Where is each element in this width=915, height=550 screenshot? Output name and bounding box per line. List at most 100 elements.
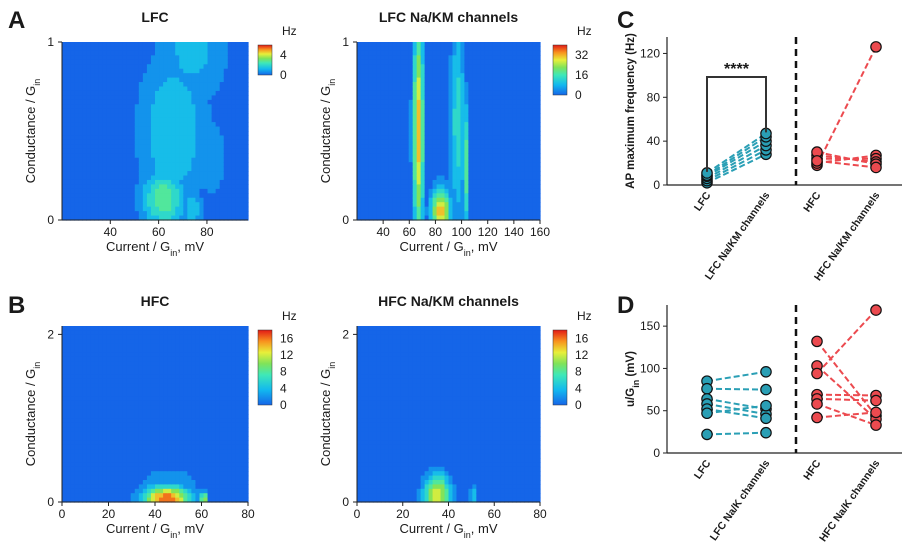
heatmap-cell — [396, 82, 402, 88]
heatmap-cell — [138, 440, 144, 446]
heatmap-cell — [528, 77, 533, 83]
heatmap-cell — [416, 68, 422, 74]
heatmap-cell — [432, 55, 438, 61]
heatmap-cell — [130, 179, 136, 185]
heatmap-cell — [110, 95, 116, 101]
heatmap-cell — [476, 148, 481, 154]
heatmap-cell — [118, 104, 124, 110]
heatmap-cell — [134, 436, 140, 441]
heatmap-cell — [142, 68, 148, 74]
heatmap-cell — [78, 392, 83, 397]
heatmap-cell — [183, 348, 188, 353]
heatmap-cell — [114, 497, 120, 503]
heatmap-cell — [480, 206, 485, 212]
heatmap-cell — [504, 157, 509, 163]
heatmap-cell — [94, 162, 99, 168]
heatmap-cell — [155, 387, 160, 393]
heatmap-cell — [110, 383, 116, 389]
heatmap-cell — [130, 211, 136, 217]
heatmap-cell — [424, 122, 430, 128]
heatmap-cell — [215, 104, 221, 110]
heatmap-cell — [512, 157, 517, 163]
heatmap-cell — [82, 184, 87, 190]
heatmap-cell — [452, 64, 458, 70]
heatmap-cell — [86, 484, 91, 490]
heatmap-cell — [468, 153, 473, 159]
heatmap-cell — [118, 171, 124, 177]
heatmap-cell — [364, 206, 370, 212]
heatmap-cell — [155, 493, 160, 499]
heatmap-cell — [364, 46, 370, 52]
heatmap-cell — [492, 122, 497, 128]
heatmap-cell — [384, 55, 390, 61]
heatmap-cell — [199, 42, 205, 48]
heatmap-cell — [98, 440, 104, 446]
heatmap-cell — [86, 387, 91, 393]
heatmap-cell — [78, 436, 83, 441]
heatmap-cell — [118, 466, 124, 472]
heatmap-cell — [82, 148, 87, 154]
heatmap-cell — [78, 458, 83, 463]
heatmap-cell — [134, 55, 140, 61]
heatmap-cell — [179, 117, 184, 123]
heatmap-cell — [191, 188, 197, 194]
heatmap-cell — [516, 64, 521, 70]
heatmap-cell — [532, 82, 537, 88]
heatmap-field — [62, 42, 249, 221]
heatmap-cell — [408, 188, 414, 194]
heatmap-cell — [195, 193, 201, 199]
heatmap-cell — [219, 211, 225, 217]
heatmap-cell — [187, 153, 192, 159]
heatmap-cell — [219, 95, 225, 101]
heatmap-cell — [62, 348, 67, 353]
heatmap-cell — [62, 392, 67, 397]
heatmap-cell — [480, 108, 485, 114]
heatmap-cell — [70, 378, 75, 384]
heatmap-cell — [138, 370, 144, 375]
heatmap-cell — [146, 99, 152, 105]
heatmap-cell — [142, 378, 148, 384]
heatmap-cell — [70, 193, 75, 199]
heatmap-cell — [114, 113, 120, 119]
heatmap-cell — [122, 462, 128, 468]
heatmap-cell — [227, 64, 233, 70]
heatmap-cell — [468, 113, 473, 119]
heatmap-cell — [476, 113, 481, 119]
heatmap-cell — [159, 153, 164, 159]
heatmap-cell — [118, 493, 124, 499]
heatmap-cell — [428, 144, 434, 150]
heatmap-cell — [400, 113, 406, 119]
heatmap-cell — [231, 117, 237, 123]
heatmap-cell — [142, 356, 148, 362]
heatmap-cell — [150, 104, 156, 110]
heatmap-cell — [357, 113, 362, 119]
heatmap-cell — [215, 68, 221, 74]
heatmap-cell — [528, 90, 533, 96]
heatmap-cell — [114, 166, 120, 172]
heatmap-cell — [179, 330, 184, 336]
heatmap-cell — [484, 68, 489, 74]
heatmap-cell — [150, 370, 156, 375]
heatmap-cell — [372, 86, 378, 92]
heatmap-cell — [424, 68, 430, 74]
heatmap-cell — [536, 117, 541, 123]
heatmap-cell — [195, 42, 201, 48]
heatmap-cell — [476, 86, 481, 92]
heatmap-cell — [126, 480, 132, 485]
heatmap-cell — [460, 46, 466, 52]
heatmap-cell — [82, 497, 87, 503]
heatmap-cell — [138, 400, 144, 406]
heatmap-cell — [452, 50, 458, 56]
heatmap-cell — [171, 488, 176, 494]
heatmap-cell — [195, 104, 201, 110]
heatmap-cell — [134, 188, 140, 194]
heatmap-cell — [223, 82, 229, 88]
heatmap-cell — [512, 197, 517, 203]
heatmap-cell — [504, 144, 509, 150]
heatmap-cell — [62, 193, 67, 199]
heatmap-cell — [357, 193, 362, 199]
heatmap-cell — [102, 480, 108, 485]
heatmap-cell — [500, 179, 505, 185]
heatmap-cell — [106, 343, 112, 349]
heatmap-cell — [536, 197, 541, 203]
